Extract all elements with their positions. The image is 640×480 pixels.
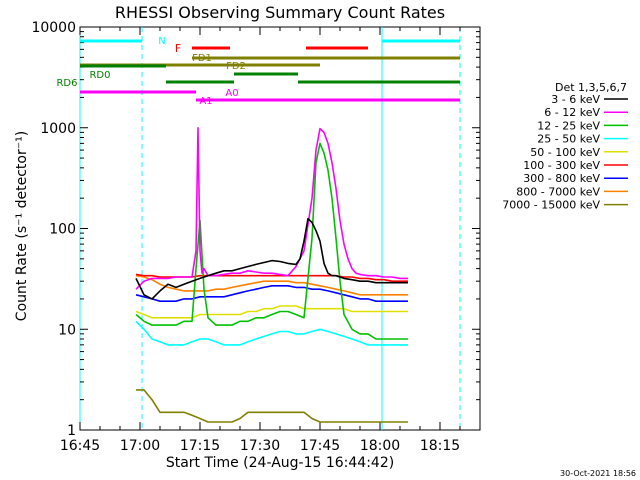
series-line-50to100keV: [135, 305, 408, 319]
legend-label: 300 - 800 keV: [523, 172, 600, 185]
legend-label: 25 - 50 keV: [537, 133, 600, 146]
series-line-25to50keV: [135, 320, 408, 346]
flag-label-f: F: [175, 42, 181, 55]
flag-label-rd6: RD6: [56, 78, 77, 89]
y-tick-label: 10: [58, 322, 76, 338]
x-axis-label: Start Time (24-Aug-15 16:44:42): [166, 455, 394, 471]
legend-label: 50 - 100 keV: [530, 146, 600, 159]
x-tick-label: 16:45: [60, 438, 100, 454]
series-line-12to25keV: [135, 142, 408, 340]
plot-area: 16:45 17:00 17:15 17:30 17:45 18:00 18:15 1 10 10…: [31, 20, 481, 454]
flag-label-rd0: RD0: [89, 70, 110, 81]
legend-label: 800 - 7000 keV: [516, 185, 600, 198]
series-line-800to7000keV: [135, 274, 408, 296]
legend-label: 12 - 25 keV: [537, 119, 600, 132]
legend-title: Det 1,3,5,6,7: [555, 81, 627, 94]
x-tick-label: 18:15: [420, 438, 460, 454]
series-line-6to12keV: [135, 127, 408, 290]
flag-label-n: N: [158, 36, 165, 47]
y-tick-label: 10000: [31, 20, 76, 36]
legend-label: 100 - 300 keV: [523, 159, 600, 172]
series-line-300to800keV: [135, 284, 408, 303]
series-line-7000to15000keV: [136, 389, 408, 423]
y-tick-label: 1: [67, 423, 76, 439]
series-line-3to6keV: [135, 217, 408, 300]
y-tick-label: 100: [49, 222, 76, 238]
x-tick-label: 18:00: [360, 438, 400, 454]
y-tick-label: 1000: [40, 121, 76, 137]
chart-title: RHESSI Observing Summary Count Rates: [115, 3, 445, 22]
y-axis-label: Count Rate (s⁻¹ detector⁻¹): [14, 131, 30, 321]
x-tick-label: 17:30: [240, 438, 280, 454]
flag-label-a0: A0: [225, 88, 238, 99]
legend-label: 6 - 12 keV: [544, 106, 600, 119]
flag-label-fd2: FD2: [226, 61, 246, 72]
x-tick-label: 17:15: [180, 438, 220, 454]
x-tick-label: 17:00: [120, 438, 160, 454]
legend-label: 7000 - 15000 keV: [502, 199, 600, 212]
flag-label-fd1: FD1: [192, 53, 212, 64]
legend-label: 3 - 6 keV: [551, 93, 600, 106]
flag-label-a1: A1: [199, 96, 212, 107]
footer-date: 30-Oct-2021 18:56: [560, 469, 636, 478]
x-tick-label: 17:45: [300, 438, 340, 454]
plot-frame: [79, 26, 481, 431]
